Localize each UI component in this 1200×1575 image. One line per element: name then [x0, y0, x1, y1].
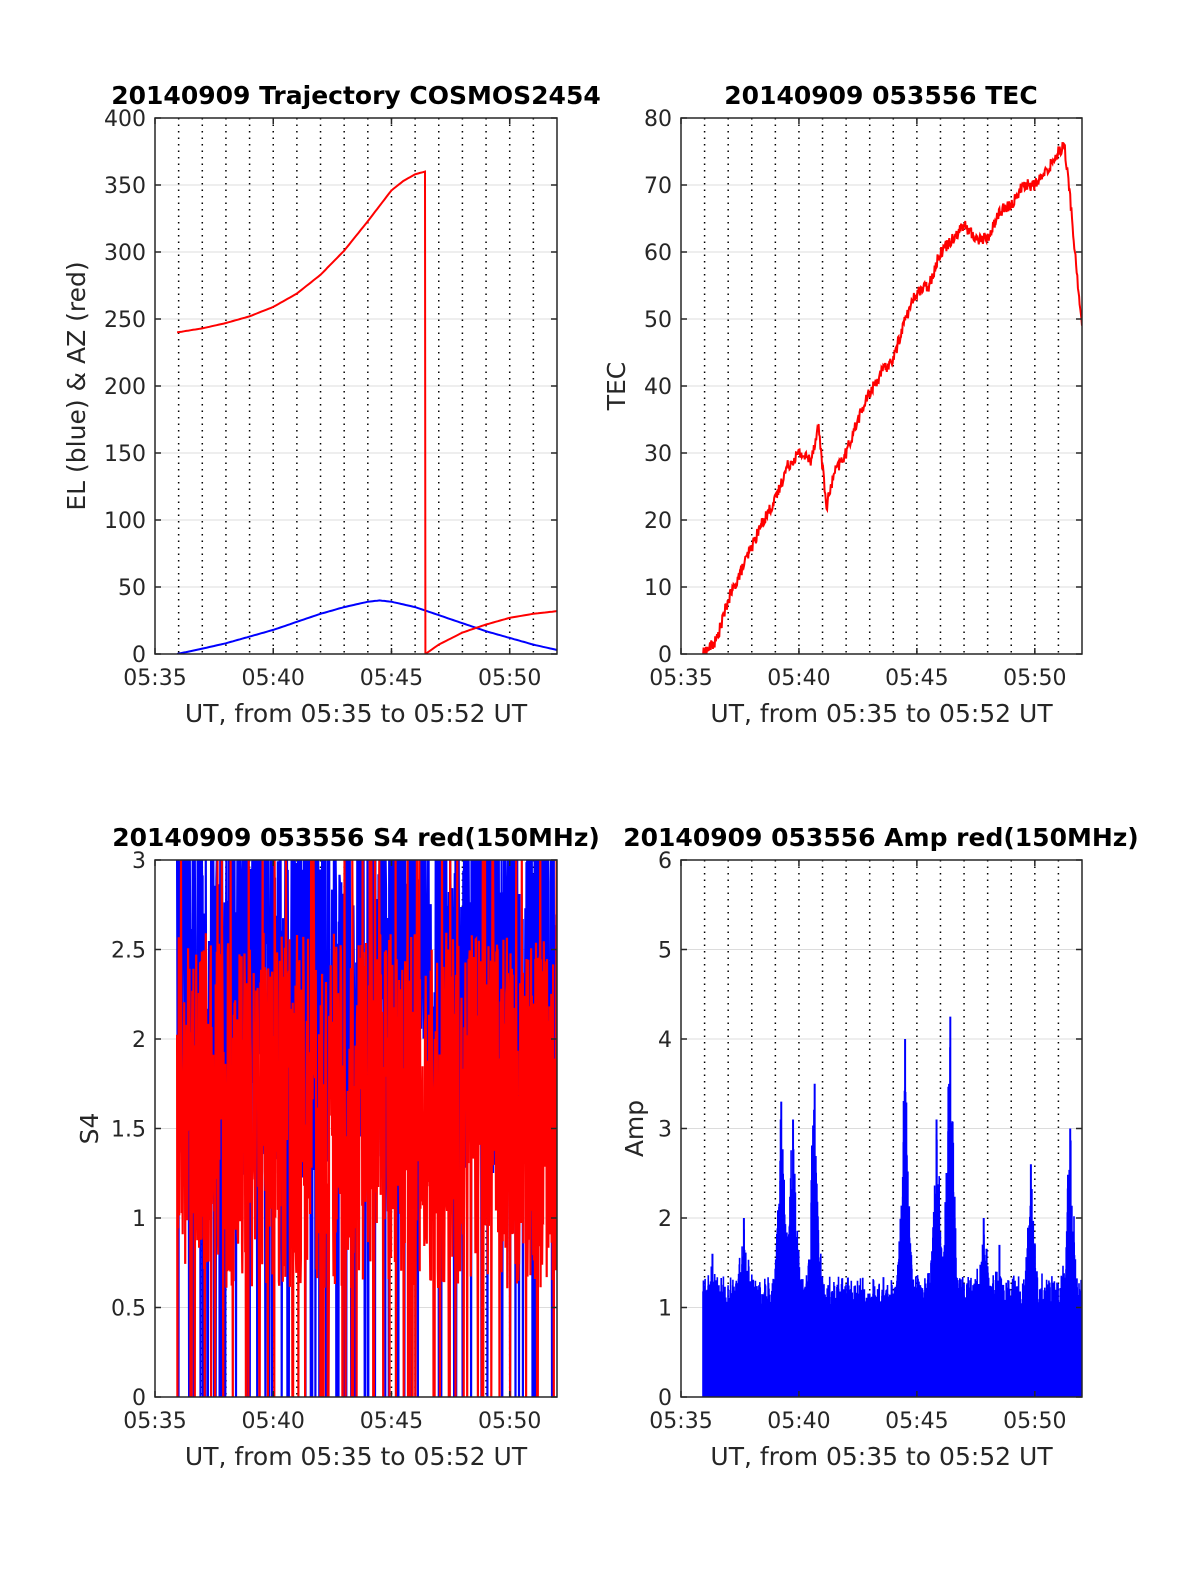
amp-title: 20140909 053556 Amp red(150MHz) [623, 823, 1139, 852]
y-tick-label: 2 [658, 1207, 672, 1232]
y-tick-label: 20 [644, 509, 672, 534]
amp-panel: 0 1 2 3 4 5 6 05:35 05:40 05:45 05:50 20140909 0535… [620, 823, 1139, 1471]
y-tick-label: 0.5 [111, 1297, 146, 1322]
y-tick-label: 0 [132, 1386, 146, 1411]
trajectory-ylabel: EL (blue) & AZ (red) [62, 261, 91, 510]
trajectory-panel: 0 50 100 150 200 250 300 350 400 05:35 05:40 05:45 0… [62, 81, 601, 728]
amp-xlabel: UT, from 05:35 to 05:52 UT [710, 1442, 1053, 1471]
y-tick-label: 3 [132, 849, 146, 874]
x-tick-label: 05:50 [1003, 1409, 1066, 1434]
x-tick-label: 05:35 [123, 1409, 186, 1434]
y-tick-label: 100 [104, 509, 146, 534]
tec-series-red [702, 142, 1082, 654]
x-tick-label: 05:35 [649, 666, 712, 691]
amp-ylabel: Amp [620, 1100, 649, 1157]
x-tick-label: 05:45 [885, 1409, 948, 1434]
x-tick-label: 05:50 [1003, 666, 1066, 691]
y-tick-label: 200 [104, 375, 146, 400]
y-tick-label: 0 [132, 643, 146, 668]
x-tick-label: 05:50 [478, 666, 541, 691]
tec-panel: 0 10 20 30 40 50 60 70 80 05:35 05:40 05:45 05:50 201… [602, 81, 1083, 728]
y-tick-label: 150 [104, 442, 146, 467]
x-tick-label: 05:45 [360, 1409, 423, 1434]
y-tick-label: 1 [658, 1297, 672, 1322]
y-tick-label: 1.5 [111, 1118, 146, 1143]
amp-series-blue [702, 1047, 1082, 1397]
s4-title: 20140909 053556 S4 red(150MHz) [112, 823, 600, 852]
y-tick-label: 350 [104, 174, 146, 199]
s4-ylabel: S4 [75, 1113, 104, 1145]
x-tick-label: 05:50 [478, 1409, 541, 1434]
s4-xlabel: UT, from 05:35 to 05:52 UT [185, 1442, 528, 1471]
y-tick-label: 30 [644, 442, 672, 467]
s4-panel: 0 0.5 1 1.5 2 2.5 3 05:35 05:40 05:45 05:50 2014090… [75, 823, 600, 1471]
y-tick-label: 10 [644, 576, 672, 601]
y-tick-label: 4 [658, 1028, 672, 1053]
y-tick-label: 2 [132, 1028, 146, 1053]
s4-series-red [176, 860, 557, 1397]
trajectory-series-blue [176, 599, 557, 654]
trajectory-data [176, 170, 557, 654]
x-tick-label: 05:40 [767, 1409, 830, 1434]
y-tick-label: 6 [658, 849, 672, 874]
x-tick-label: 05:40 [242, 1409, 305, 1434]
trajectory-series-red [176, 170, 557, 654]
y-tick-label: 80 [644, 107, 672, 132]
tec-ylabel: TEC [602, 362, 631, 412]
y-tick-label: 40 [644, 375, 672, 400]
y-tick-label: 250 [104, 308, 146, 333]
y-tick-label: 50 [644, 308, 672, 333]
x-tick-label: 05:45 [885, 666, 948, 691]
s4-data [176, 860, 557, 1397]
y-tick-label: 50 [118, 576, 146, 601]
y-tick-label: 0 [658, 643, 672, 668]
y-tick-label: 1 [132, 1207, 146, 1232]
y-tick-label: 300 [104, 241, 146, 266]
x-tick-label: 05:40 [767, 666, 830, 691]
x-tick-label: 05:45 [360, 666, 423, 691]
amp-data [702, 1016, 1082, 1397]
trajectory-xlabel: UT, from 05:35 to 05:52 UT [185, 699, 528, 728]
x-tick-label: 05:40 [242, 666, 305, 691]
tec-data [702, 142, 1082, 654]
y-tick-label: 60 [644, 241, 672, 266]
trajectory-title: 20140909 Trajectory COSMOS2454 [111, 81, 601, 110]
y-tick-label: 400 [104, 107, 146, 132]
y-tick-label: 3 [658, 1118, 672, 1143]
y-tick-label: 5 [658, 939, 672, 964]
y-tick-label: 70 [644, 174, 672, 199]
y-tick-label: 0 [658, 1386, 672, 1411]
tec-title: 20140909 053556 TEC [724, 81, 1037, 110]
x-tick-label: 05:35 [649, 1409, 712, 1434]
y-tick-label: 2.5 [111, 939, 146, 964]
x-tick-label: 05:35 [123, 666, 186, 691]
tec-xlabel: UT, from 05:35 to 05:52 UT [710, 699, 1053, 728]
